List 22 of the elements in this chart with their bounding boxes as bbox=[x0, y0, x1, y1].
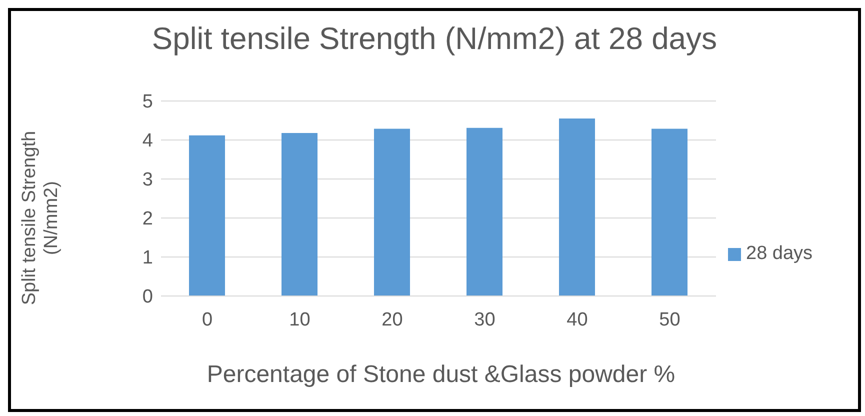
y-tick-label: 3 bbox=[142, 170, 153, 191]
y-tick-label: 1 bbox=[142, 248, 153, 269]
bar bbox=[282, 132, 318, 296]
bar bbox=[559, 118, 595, 296]
x-tick-label: 10 bbox=[289, 309, 310, 330]
y-tick-label: 4 bbox=[142, 130, 154, 152]
y-axis-title: Split tensile Strength (N/mm2) bbox=[19, 130, 63, 308]
x-tick-label: 40 bbox=[566, 309, 588, 330]
y-tick-label: 2 bbox=[142, 208, 153, 230]
bar bbox=[374, 128, 410, 296]
x-axis-title: Percentage of Stone dust &Glass powder % bbox=[206, 361, 676, 389]
x-tick-label: 30 bbox=[474, 309, 496, 330]
bar bbox=[189, 135, 225, 296]
x-tick-label: 20 bbox=[382, 309, 403, 330]
bar bbox=[466, 128, 502, 296]
chart-title: Split tensile Strength (N/mm2) at 28 days bbox=[150, 21, 718, 57]
y-tick-label: 0 bbox=[142, 286, 153, 308]
y-tick-label: 5 bbox=[142, 92, 153, 113]
x-tick-label: 50 bbox=[659, 309, 680, 330]
bar bbox=[652, 128, 688, 296]
legend-label: 28 days bbox=[746, 243, 813, 265]
x-tick-label: 0 bbox=[202, 309, 213, 330]
